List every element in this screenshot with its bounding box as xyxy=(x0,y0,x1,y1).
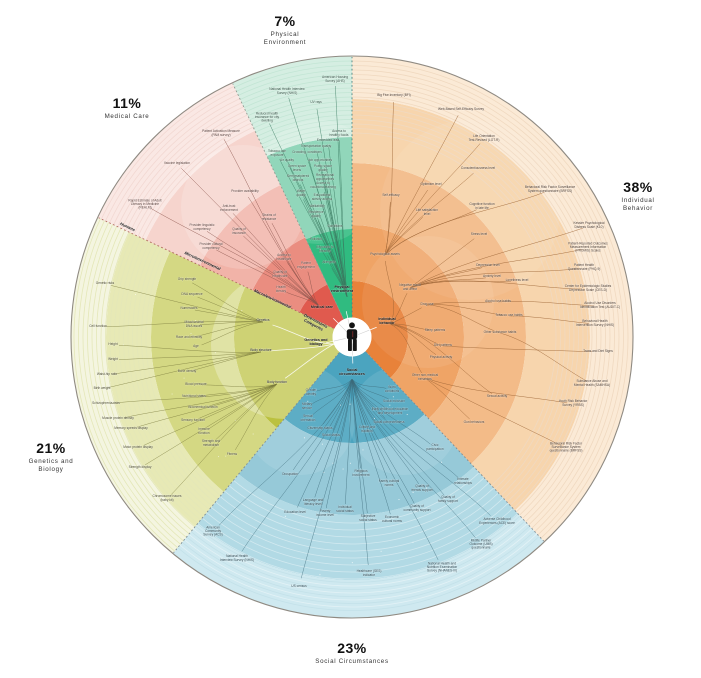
svg-text:Biochemical function: Biochemical function xyxy=(188,405,217,409)
svg-text:Fitness: Fitness xyxy=(227,452,238,456)
svg-text:Race and ethnicity: Race and ethnicity xyxy=(176,335,203,339)
svg-text:Sleep patterns: Sleep patterns xyxy=(425,328,446,332)
svg-text:Walkability: Walkability xyxy=(309,204,325,208)
svg-text:Citizenship status: Citizenship status xyxy=(308,426,333,430)
svg-text:Age: Age xyxy=(193,344,199,348)
svg-text:Air quality: Air quality xyxy=(280,158,294,162)
svg-text:Sexual activity: Sexual activity xyxy=(487,394,508,398)
svg-text:Medical care: Medical care xyxy=(311,305,333,309)
svg-text:Grip strength: Grip strength xyxy=(178,277,197,281)
svg-text:Education level: Education level xyxy=(284,510,306,514)
svg-text:Crowding, conditions: Crowding, conditions xyxy=(292,150,322,154)
svg-text:UV rays: UV rays xyxy=(310,100,322,104)
svg-text:Depression level: Depression level xyxy=(476,263,500,267)
svg-text:Transportation quality: Transportation quality xyxy=(301,144,332,148)
svg-text:Birth weight: Birth weight xyxy=(94,386,111,390)
svg-text:Social status: Social status xyxy=(322,433,340,437)
svg-text:Self-efficacy: Self-efficacy xyxy=(382,193,400,197)
svg-text:Social connectedness: Social connectedness xyxy=(373,420,404,424)
svg-text:Vaccine legislation: Vaccine legislation xyxy=(164,161,190,165)
svg-text:Psychological assets: Psychological assets xyxy=(370,252,400,256)
svg-text:Conditions: Conditions xyxy=(327,224,342,228)
svg-text:Alcohol use habits: Alcohol use habits xyxy=(485,299,511,303)
svg-text:Optimism level: Optimism level xyxy=(421,182,442,186)
svg-text:Embedded lead: Embedded lead xyxy=(317,138,340,142)
svg-text:Weight: Weight xyxy=(108,357,118,361)
svg-text:Web-Based Self-Efficacy Survey: Web-Based Self-Efficacy Survey xyxy=(438,107,484,111)
svg-text:Body structure: Body structure xyxy=(250,348,271,352)
svg-text:Body function: Body function xyxy=(267,380,287,384)
svg-text:Behavioral Risk Factor Surveil: Behavioral Risk Factor SurveillanceSyste… xyxy=(525,185,576,193)
svg-text:Height: Height xyxy=(108,342,117,346)
svg-text:Center for Epidemiologic Studi: Center for Epidemiologic StudiesDepressi… xyxy=(565,284,612,292)
svg-text:Stress level: Stress level xyxy=(471,232,488,236)
svg-text:Blood pressure: Blood pressure xyxy=(185,382,207,386)
svg-text:Muscle protein density: Muscle protein density xyxy=(102,416,134,420)
svg-text:US census: US census xyxy=(291,584,307,588)
svg-text:Genetic risks: Genetic risks xyxy=(96,281,115,285)
svg-text:Loneliness level: Loneliness level xyxy=(506,278,529,282)
svg-text:Sensory function: Sensory function xyxy=(181,418,205,422)
svg-text:Provider availability: Provider availability xyxy=(231,189,259,193)
svg-text:Social inclusion: Social inclusion xyxy=(383,399,405,403)
svg-text:Schizophrenia risks: Schizophrenia risks xyxy=(92,401,120,405)
svg-text:Conscientiousness level: Conscientiousness level xyxy=(461,166,495,170)
svg-text:Job opportunities: Job opportunities xyxy=(308,158,333,162)
svg-text:Drug use: Drug use xyxy=(421,302,434,306)
svg-text:Nutritional status: Nutritional status xyxy=(182,394,206,398)
svg-text:Genetics: Genetics xyxy=(256,318,269,322)
svg-text:Allergens: Allergens xyxy=(322,260,336,264)
svg-text:Cell function: Cell function xyxy=(89,324,107,328)
svg-text:Occupation: Occupation xyxy=(282,472,298,476)
svg-text:Tobacco use habits: Tobacco use habits xyxy=(495,313,523,317)
svg-text:Other substance habits: Other substance habits xyxy=(484,330,517,334)
svg-text:Physical activity: Physical activity xyxy=(430,355,453,359)
svg-text:Waist-hip ratio: Waist-hip ratio xyxy=(97,372,117,376)
svg-text:Trans and Diet Signs: Trans and Diet Signs xyxy=(583,349,613,353)
svg-text:Motor protein display: Motor protein display xyxy=(123,445,153,449)
svg-text:Big Five Inventory (BFI): Big Five Inventory (BFI) xyxy=(377,93,410,97)
svg-text:Gun behaviors: Gun behaviors xyxy=(464,420,485,424)
svg-text:Diet patterns: Diet patterns xyxy=(434,343,452,347)
svg-text:Bone density: Bone density xyxy=(178,369,197,373)
svg-text:Memory speeds display: Memory speeds display xyxy=(114,426,148,430)
svg-text:Anxiety level: Anxiety level xyxy=(483,274,501,278)
svg-text:Strength display: Strength display xyxy=(129,465,152,469)
svg-text:DNA sequence: DNA sequence xyxy=(181,292,202,296)
svg-text:Pollution: Pollution xyxy=(310,237,322,241)
svg-text:Numeracies: Numeracies xyxy=(180,306,197,310)
